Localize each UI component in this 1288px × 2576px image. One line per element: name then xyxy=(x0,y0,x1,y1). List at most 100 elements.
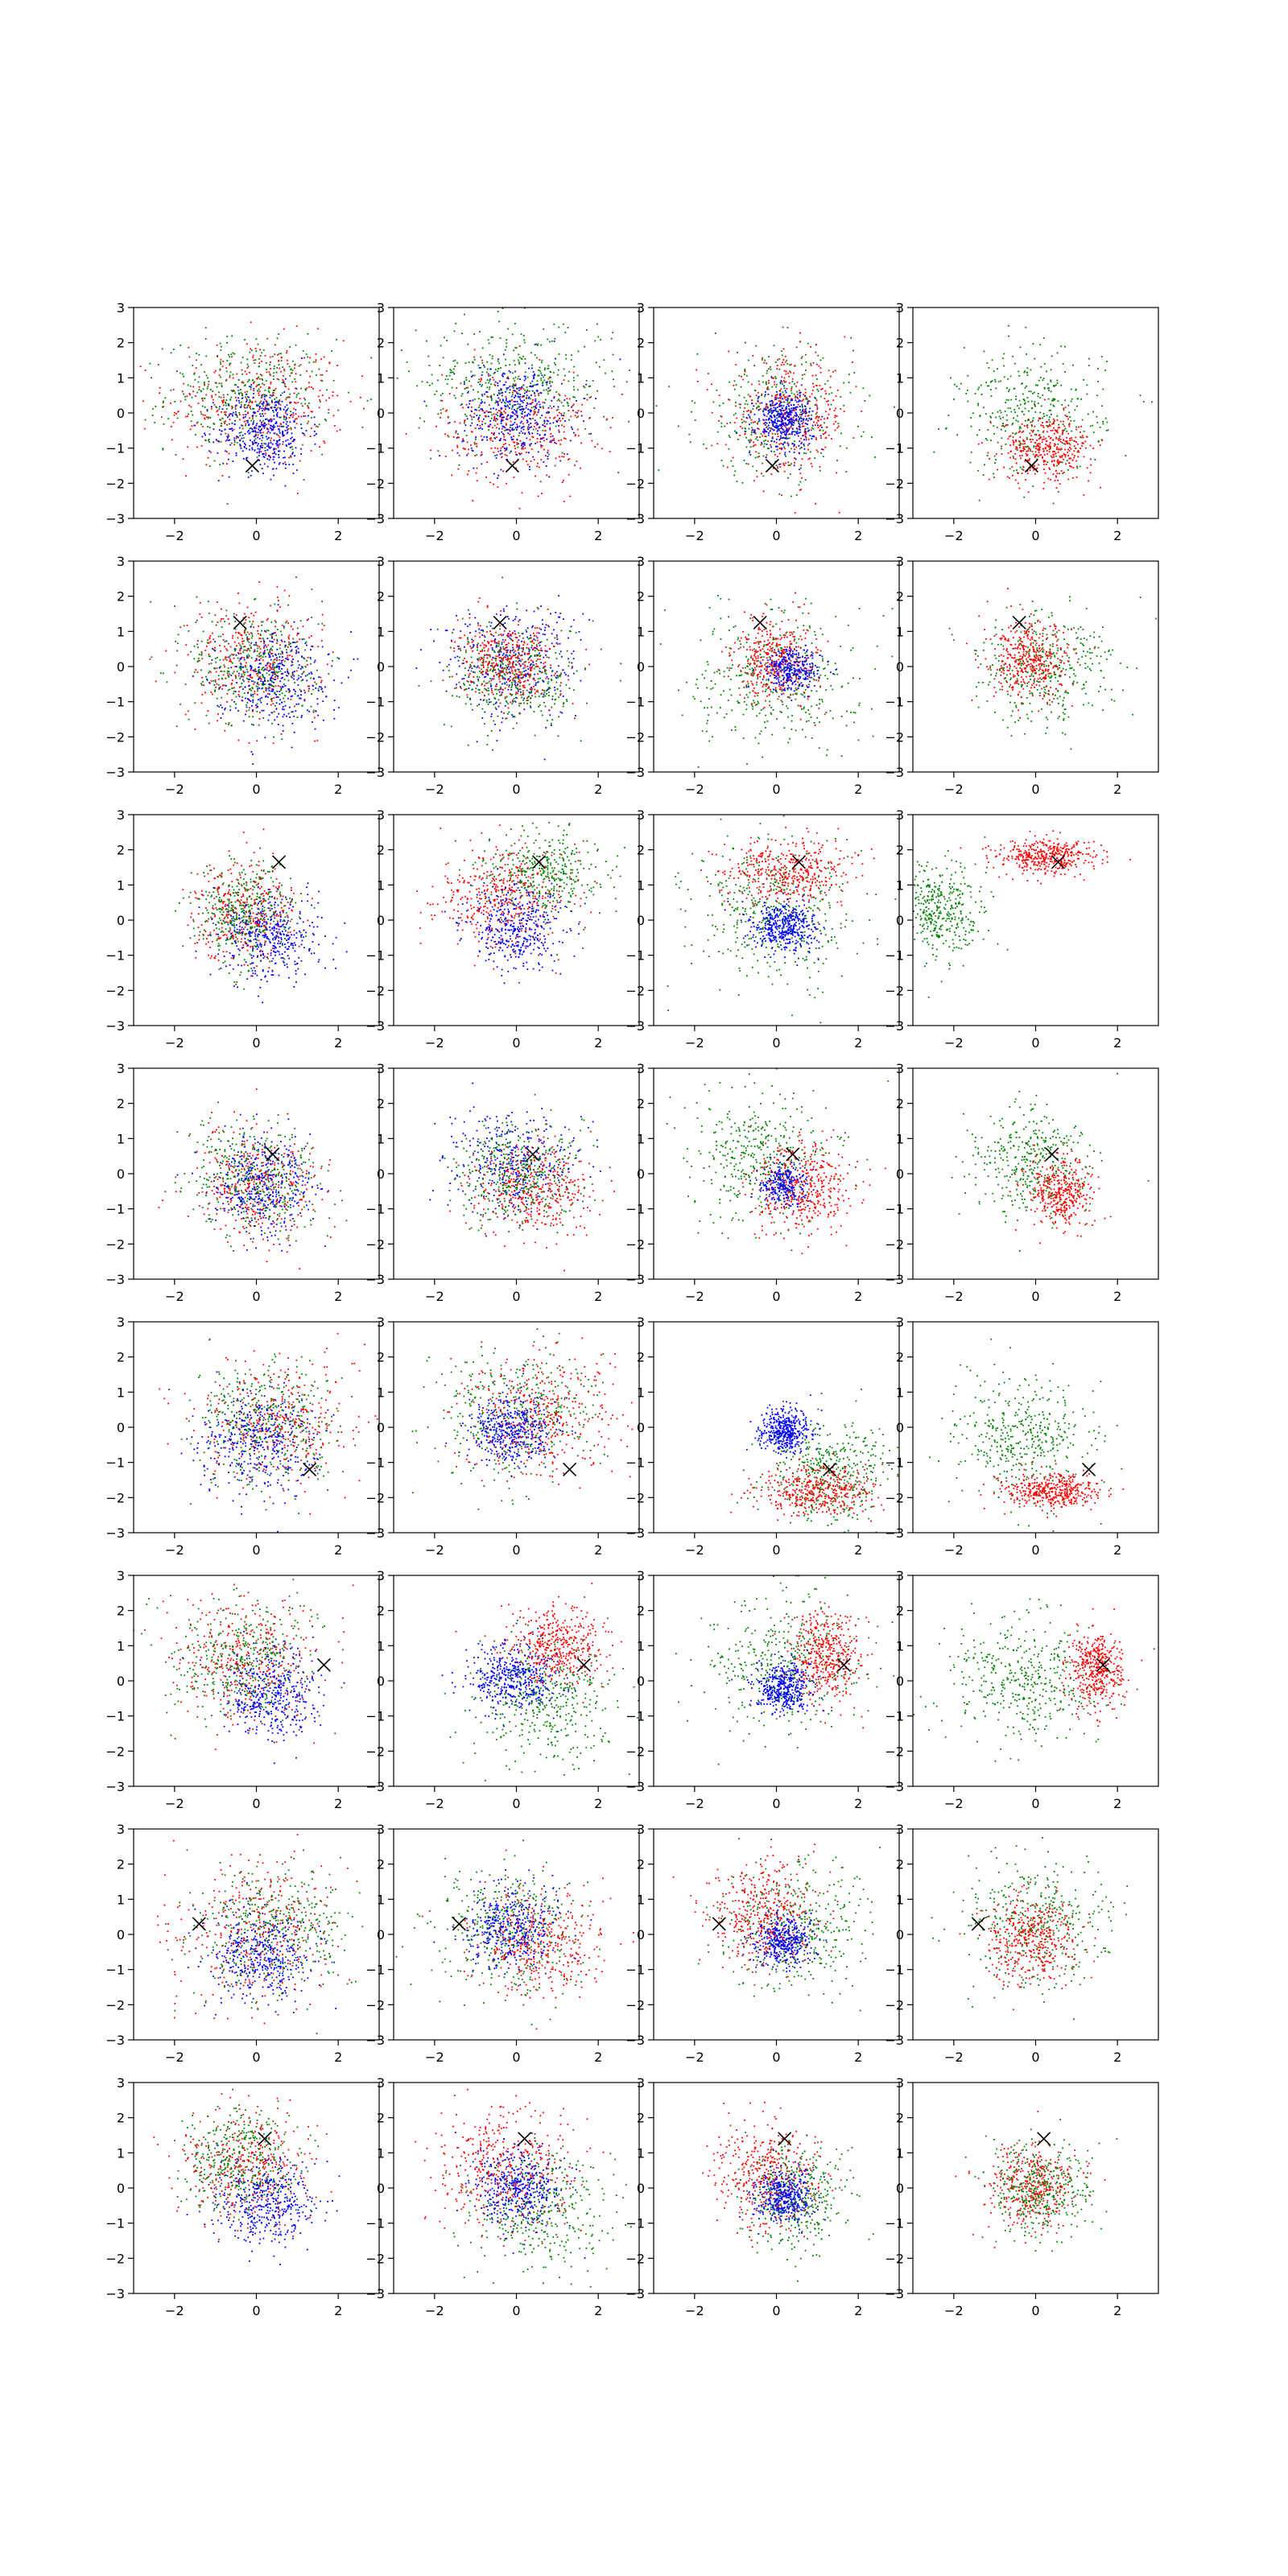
data-point xyxy=(285,621,287,624)
data-point xyxy=(1025,479,1026,481)
data-point xyxy=(512,383,514,386)
data-point xyxy=(1025,419,1026,422)
data-point xyxy=(198,659,200,662)
data-point xyxy=(553,397,555,399)
data-point xyxy=(321,380,324,382)
data-point xyxy=(1063,420,1064,423)
data-point xyxy=(575,411,577,414)
data-point xyxy=(811,427,813,429)
data-point xyxy=(246,456,249,459)
data-point xyxy=(536,357,538,359)
data-point xyxy=(1042,394,1044,396)
data-point xyxy=(549,380,551,382)
data-point xyxy=(536,423,539,425)
data-point xyxy=(628,420,630,423)
x-tick-label: 0 xyxy=(252,528,260,543)
data-point xyxy=(489,368,491,370)
data-point xyxy=(767,388,770,390)
data-point xyxy=(249,444,251,447)
data-point xyxy=(819,466,821,468)
data-point xyxy=(456,452,459,454)
data-point xyxy=(246,448,248,450)
data-point xyxy=(765,408,767,410)
data-point xyxy=(194,424,196,427)
data-point xyxy=(421,381,423,383)
data-point xyxy=(270,394,271,396)
data-point xyxy=(528,390,530,392)
data-point xyxy=(237,739,240,741)
data-point xyxy=(1075,428,1078,431)
data-point xyxy=(479,424,481,427)
data-point xyxy=(484,423,486,424)
data-point xyxy=(573,431,575,434)
data-point xyxy=(772,423,774,426)
data-point xyxy=(216,407,218,408)
data-point xyxy=(264,449,266,452)
data-point xyxy=(1053,456,1055,458)
data-point xyxy=(469,424,472,427)
data-point xyxy=(801,399,803,402)
data-point xyxy=(419,417,421,419)
data-point xyxy=(228,623,230,625)
data-point xyxy=(729,422,732,423)
data-point xyxy=(588,397,591,398)
data-point xyxy=(246,640,249,642)
data-point xyxy=(474,439,477,440)
data-point xyxy=(472,361,473,363)
data-point xyxy=(815,449,818,452)
data-point xyxy=(514,390,516,392)
data-point xyxy=(1058,462,1060,464)
data-point xyxy=(782,409,784,411)
data-point xyxy=(139,365,142,368)
data-point xyxy=(800,357,803,359)
data-point xyxy=(564,437,565,440)
data-point xyxy=(773,345,775,347)
data-point xyxy=(782,348,785,350)
data-point xyxy=(533,378,535,380)
data-point xyxy=(734,412,737,415)
data-point xyxy=(514,397,515,398)
data-point xyxy=(246,407,248,409)
data-point xyxy=(250,690,252,691)
data-point xyxy=(295,670,298,672)
data-point xyxy=(473,412,476,415)
data-point xyxy=(204,398,206,399)
data-point xyxy=(791,419,793,420)
data-point xyxy=(1011,423,1013,426)
data-point xyxy=(215,382,217,384)
data-point xyxy=(311,386,312,388)
data-point xyxy=(1038,443,1040,445)
data-point xyxy=(269,356,271,358)
data-point xyxy=(572,409,574,411)
data-point xyxy=(753,405,755,407)
data-point xyxy=(1081,442,1084,444)
data-point xyxy=(213,667,216,670)
data-point xyxy=(524,433,526,436)
data-point xyxy=(547,456,549,457)
data-point xyxy=(987,429,989,431)
data-point xyxy=(1064,407,1067,409)
data-point xyxy=(778,452,781,455)
data-point xyxy=(283,456,284,459)
data-point xyxy=(514,384,515,386)
data-point xyxy=(799,489,801,491)
data-point xyxy=(749,415,751,418)
data-point xyxy=(560,413,563,415)
data-point xyxy=(791,381,794,382)
data-point xyxy=(511,411,514,414)
data-point xyxy=(281,624,283,626)
data-point xyxy=(994,378,996,381)
data-point xyxy=(262,621,264,623)
data-point xyxy=(473,333,476,335)
data-point xyxy=(222,394,225,396)
data-point xyxy=(502,425,504,427)
data-point xyxy=(1015,439,1017,441)
data-point xyxy=(864,400,866,402)
data-point xyxy=(238,431,241,434)
data-point xyxy=(1036,454,1038,456)
data-point xyxy=(1038,417,1040,419)
y-tick-label: 1 xyxy=(377,370,385,386)
data-point xyxy=(272,678,274,679)
data-point xyxy=(1048,423,1051,426)
data-point xyxy=(749,410,752,412)
